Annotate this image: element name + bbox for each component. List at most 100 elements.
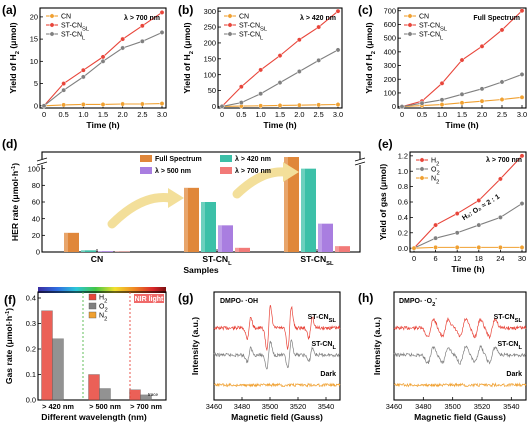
b-ytick-label: 100 [204, 70, 216, 79]
a-data-point [61, 81, 67, 87]
a-xtick-label: 0 [42, 110, 46, 119]
f-legend-label-part: 2 [104, 317, 107, 323]
c-data-point [519, 94, 525, 100]
e-legend-marker [419, 166, 425, 172]
a-panel-label: (a) [2, 3, 17, 17]
c-legend-label: CN [419, 14, 429, 21]
b-data-point [277, 53, 283, 59]
e-ytick-label: 0.8 [398, 182, 408, 191]
g-xtick-label: 3540 [318, 402, 334, 411]
f-legend-label-part: O [99, 304, 105, 311]
f-y-axis-label-part: Gas rate (μmol·h [4, 316, 14, 384]
f-legend-label: H2 [99, 295, 107, 305]
g-trace-label-part: ST-CN [308, 314, 329, 321]
d-y-axis-label-part: -1 [11, 165, 17, 171]
e-data-point [411, 245, 417, 251]
h-title: DMPO- ·O2- [399, 296, 437, 308]
d-legend-label: λ > 420 nm [235, 155, 271, 163]
a-data-point [80, 101, 86, 107]
a-data-point [139, 23, 145, 29]
f-legend-label-part: N [99, 313, 104, 320]
d-legend-label: λ > 700 nm [235, 167, 271, 175]
h-xtick-label: 3500 [444, 402, 460, 411]
d-axis-break-mark [354, 161, 366, 166]
c-xtick-label: 2.5 [497, 110, 507, 119]
c-legend-marker [407, 13, 413, 19]
c-legend-label: ST-CNL [419, 32, 444, 42]
d-ytick-label: 60 [32, 198, 40, 207]
f-y-axis-label: Gas rate (μmol·h-1) [4, 308, 14, 384]
c-y-axis-label-part: Yield of H [364, 54, 374, 93]
c-ytick-label: 600 [384, 20, 396, 29]
h-trace-label: Dark [506, 371, 522, 378]
b-ytick-label: 0 [212, 102, 216, 111]
e-legend-label-part: 2 [436, 162, 439, 168]
e-xtick-label: 30 [518, 254, 526, 263]
e-legend-label-part: 2 [436, 171, 439, 177]
b-legend-label-part: CN [239, 14, 249, 21]
a-legend-marker [49, 31, 55, 37]
c-ytick-label: 700 [384, 6, 396, 15]
h-trace-label-part: L [518, 345, 522, 351]
c-legend-label: ST-CNSL [419, 23, 448, 33]
h-trace-label-part: Dark [506, 371, 522, 378]
f-xtick-label: > 700 nm [130, 402, 162, 411]
a-y-axis-label-part: Yield of H [8, 54, 18, 93]
b-xtick-label: 2.5 [314, 110, 324, 119]
d-axis-break-gap [38, 159, 46, 165]
b-data-point [258, 67, 264, 73]
a-data-point [159, 29, 165, 35]
b-xtick-label: 0.5 [236, 110, 246, 119]
e-panel-label: (e) [378, 137, 393, 151]
a-series-line-ST-CNL [43, 31, 163, 107]
d-trend-arrowhead-icon [283, 162, 299, 182]
h-trace-label-part: ST-CN [494, 314, 515, 321]
g-spectrum-ST-CNSL [213, 304, 341, 352]
panel-c: 0 100 200 300 400 500 600 700 0 0.5 1.0 1.5 2.0 2.5 3.… [358, 3, 527, 130]
h-trace-label-part: ST-CN [497, 341, 518, 348]
b-xtick-label: 3.0 [333, 110, 343, 119]
g-trace-label-part: Dark [320, 371, 336, 378]
a-legend-label-part: ST-CN [61, 23, 82, 30]
f-bar [99, 388, 111, 401]
e-data-point [476, 244, 482, 250]
f-legend-label-part: 2 [104, 308, 107, 314]
f-bar [41, 310, 53, 401]
a-data-point [139, 101, 145, 107]
c-ytick-label: 300 [384, 61, 396, 70]
b-data-point [335, 102, 341, 107]
d-category-label-part: ST-CN [202, 254, 228, 264]
c-ytick-label: 100 [384, 89, 396, 98]
e-data-point [454, 244, 460, 250]
d-bar [235, 247, 250, 252]
d-legend-swatch [140, 167, 152, 174]
g-xtick-label: 3480 [234, 402, 250, 411]
c-data-point [499, 97, 505, 102]
e-legend-marker [419, 175, 425, 181]
c-data-point [399, 104, 405, 110]
h-trace-label: ST-CNSL [494, 314, 523, 324]
d-category-label-part: ST-CN [300, 254, 326, 264]
a-condition-label: λ > 700 nm [124, 14, 160, 22]
d-y-axis-label: HER rate (μmol·h-1) [10, 163, 20, 241]
b-y-axis-label-part: 2 [189, 51, 195, 54]
e-legend-marker [419, 157, 425, 163]
d-legend-label: Full Spectrum [155, 156, 202, 163]
f-legend-swatch [88, 293, 97, 301]
g-spectrum-CN [213, 382, 341, 388]
a-legend-marker [49, 13, 55, 19]
h-xtick-label: 3480 [415, 402, 431, 411]
c-data-point [459, 91, 465, 97]
b-legend-marker [227, 31, 233, 37]
e-ytick-label: 0.2 [398, 228, 408, 237]
a-y-axis-label: Yield of H2 (μmol) [8, 22, 21, 93]
d-bar-highlight [218, 225, 222, 252]
d-bar-highlight [64, 232, 68, 252]
b-xtick-label: 1.0 [256, 110, 266, 119]
h-panel-label: (h) [358, 291, 373, 305]
b-xtick-label: 2.0 [294, 110, 304, 119]
h-spectrum-ST-CNSL [393, 317, 527, 340]
h-spectrum-ST-CNL [393, 344, 526, 365]
d-ytick-label: 20 [32, 231, 40, 240]
c-xtick-label: 0 [400, 110, 404, 119]
